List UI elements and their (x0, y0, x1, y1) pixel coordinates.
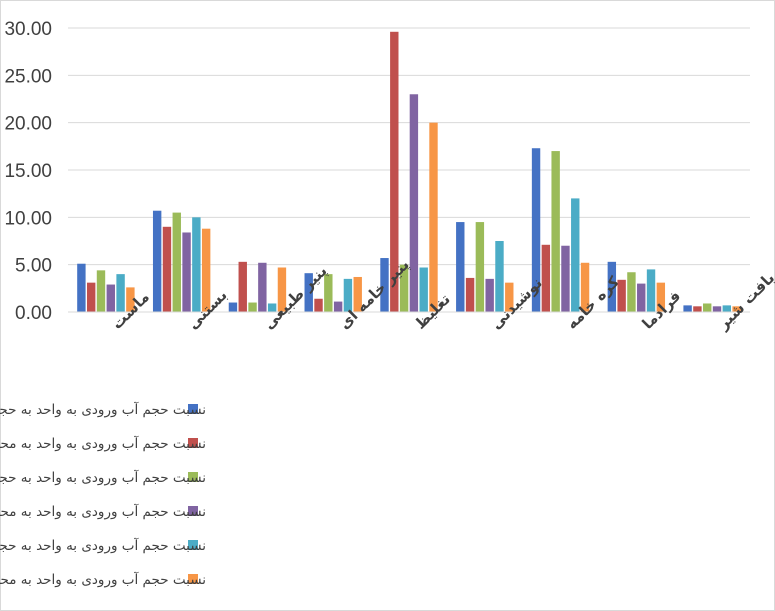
bar (580, 262, 590, 312)
grid-lines (68, 27, 750, 266)
bar (152, 210, 162, 312)
bar (505, 282, 514, 312)
y-tick-label: 0.00 (15, 303, 52, 324)
bar (551, 151, 560, 312)
legend-label: نسبت حجم آب ورودی به واحد به محصول خروجی… (0, 503, 206, 520)
bar (182, 232, 191, 312)
bar (465, 277, 475, 312)
legend-label: نسبت حجم آب ورودی به واحد به حجم شیر ورو… (0, 401, 206, 418)
bar (627, 272, 636, 312)
x-category-label: پنیر طبیعی (260, 262, 332, 334)
bars (77, 31, 741, 313)
bar (456, 222, 465, 312)
bar (380, 258, 389, 312)
y-tick-label: 25.00 (4, 66, 52, 87)
legend-label: نسبت حجم آب ورودی به واحد به حجم شیر ورو… (0, 537, 206, 554)
bar (96, 270, 106, 312)
legend-swatch (188, 404, 198, 414)
legend-swatch (188, 506, 198, 516)
bar (314, 298, 323, 312)
x-category-label: دریافت شیر (714, 257, 775, 333)
legend-label: نسبت حجم آب ورودی به واحد به محصول خروجی… (0, 571, 206, 588)
legend: نسبت حجم آب ورودی به واحد به حجم شیر ورو… (0, 401, 206, 588)
y-tick-label: 15.00 (4, 161, 52, 182)
bar (571, 198, 580, 312)
bar (607, 261, 617, 312)
bar (353, 276, 362, 312)
bar (712, 306, 722, 312)
bar (201, 228, 211, 312)
bar (248, 302, 257, 312)
bar (238, 261, 247, 312)
bar (116, 274, 125, 312)
bar (277, 267, 287, 312)
bar (126, 287, 135, 312)
bar (656, 282, 666, 312)
bar (86, 282, 96, 312)
bar (106, 284, 115, 312)
legend-label: نسبت حجم آب ورودی به واحد به محصول خروجی… (0, 435, 206, 452)
bar (419, 267, 428, 312)
bar (343, 278, 353, 312)
legend-label: نسبت حجم آب ورودی به واحد به حجم شیر ورو… (0, 469, 206, 486)
legend-swatch (188, 540, 198, 550)
bar (77, 263, 86, 312)
bar (258, 262, 267, 312)
bar (703, 303, 712, 312)
bar (617, 279, 626, 312)
bar (561, 245, 570, 312)
bar (409, 94, 419, 313)
bar (475, 222, 485, 312)
bar (693, 306, 702, 312)
bar (304, 273, 313, 312)
y-tick-label: 10.00 (4, 208, 52, 229)
bar (637, 283, 646, 312)
legend-swatch (188, 472, 198, 482)
bar (531, 148, 541, 312)
legend-swatch (188, 574, 198, 584)
bar (192, 217, 201, 312)
bar (333, 301, 343, 312)
bar (646, 269, 656, 312)
bar (485, 278, 494, 312)
bar (172, 212, 181, 312)
bar (162, 226, 172, 312)
bar (683, 305, 692, 312)
bar (399, 264, 409, 312)
bar (722, 305, 732, 312)
bar (267, 303, 277, 312)
bar (732, 306, 741, 312)
bar (541, 244, 551, 312)
y-tick-label: 20.00 (4, 114, 52, 135)
bar (228, 302, 238, 312)
bar (324, 274, 333, 312)
y-tick-label: 5.00 (15, 256, 52, 277)
y-axis-ticks: 0.00 5.00 10.00 15.00 20.00 25.00 30.00 (4, 19, 52, 324)
bar (495, 241, 504, 312)
legend-swatch (188, 438, 198, 448)
bar (429, 122, 438, 313)
y-tick-label: 30.00 (4, 19, 52, 40)
bar (390, 31, 399, 312)
